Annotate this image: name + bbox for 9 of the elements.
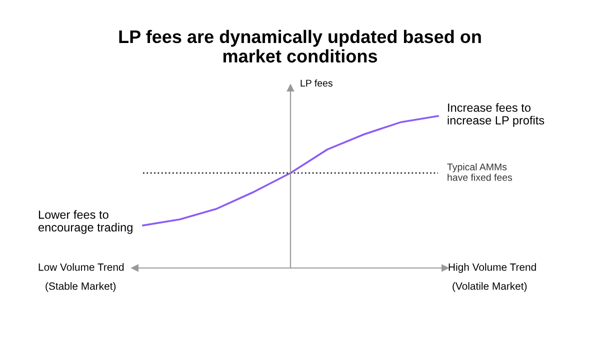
text: High Volume Trend — [448, 263, 536, 273]
ref-line-label: Typical AMMs have fixed fees — [447, 163, 512, 181]
text: (Volatile Market) — [452, 282, 527, 292]
text: Low Volume Trend — [38, 263, 124, 271]
text: Increase fees to increase LP profits — [448, 103, 544, 127]
text: (Stable Market) — [46, 282, 116, 292]
chart-title: LP fees are dynamically updated based on market conditions — [119, 30, 481, 63]
y-axis-title: LP fees — [300, 79, 332, 87]
text: Lower fees to encourage trading — [38, 210, 132, 234]
